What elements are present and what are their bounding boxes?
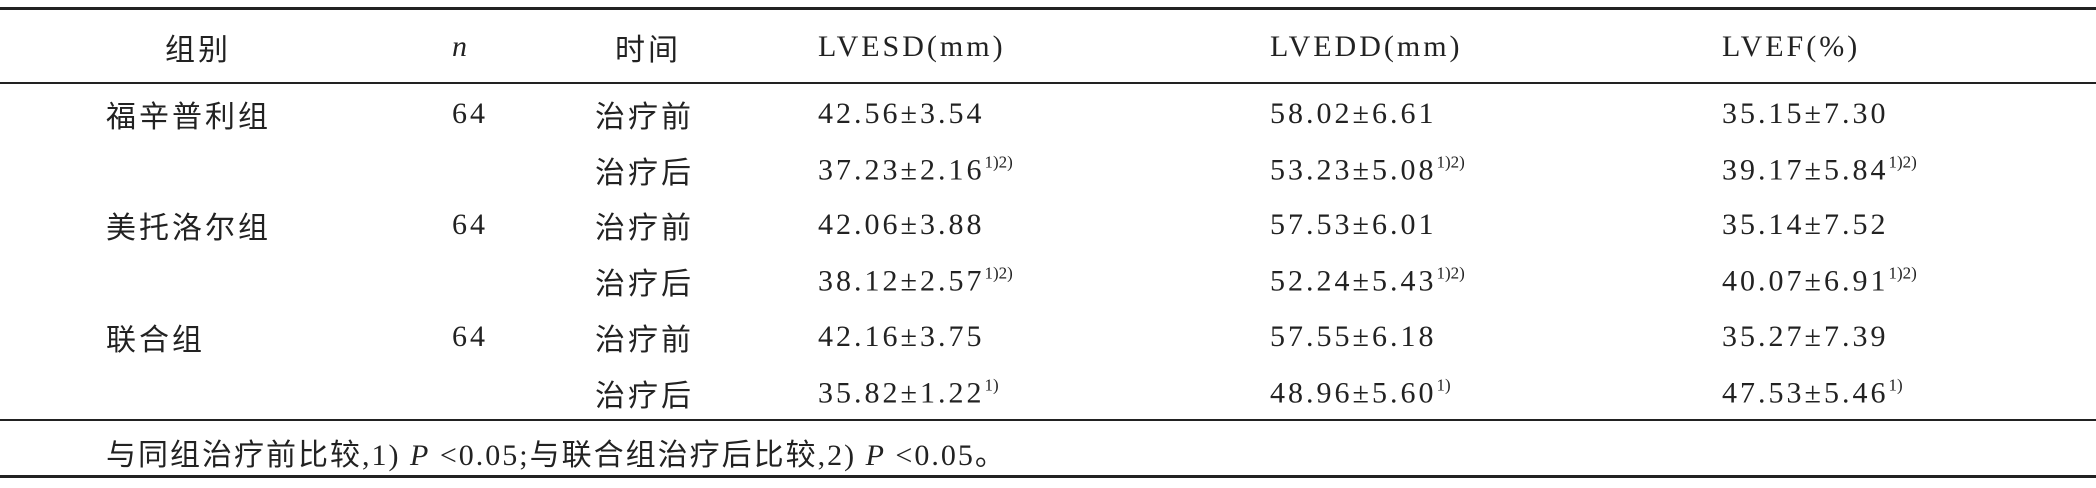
table-cell: 39.17±5.841)2) xyxy=(1722,153,1917,188)
cell-value: 38.12±2.57 xyxy=(818,264,985,298)
cell-value: 57.55±6.18 xyxy=(1270,320,1437,353)
cell-superscript: 1)2) xyxy=(1888,263,1917,283)
cell-value: 42.06±3.88 xyxy=(818,208,985,241)
cell-superscript: 1)2) xyxy=(984,152,1013,172)
table-cell: 42.06±3.88 xyxy=(818,208,984,242)
footnote: 与同组治疗前比较,1) P <0.05;与联合组治疗后比较,2) P <0.05… xyxy=(106,430,1007,474)
table-cell: 35.82±1.221) xyxy=(818,376,999,411)
column-header: 组别 xyxy=(165,34,231,67)
cell-value: 39.17±5.84 xyxy=(1722,153,1889,187)
table-cell: 57.53±6.01 xyxy=(1270,208,1436,242)
top-rule xyxy=(0,7,2096,10)
cell-value: 42.16±3.75 xyxy=(818,320,985,353)
table-cell: 治疗前 xyxy=(595,212,694,245)
cell-value: 35.27±7.39 xyxy=(1722,320,1889,353)
column-header: LVEF(%) xyxy=(1722,30,1861,63)
table-cell: 治疗后 xyxy=(595,268,694,301)
cell-value: 48.96±5.60 xyxy=(1270,376,1437,410)
table-cell: 48.96±5.601) xyxy=(1270,376,1451,411)
table-cell: 联合组 xyxy=(106,324,205,357)
column-header: LVEDD(mm) xyxy=(1270,30,1463,63)
footnote-part: P xyxy=(410,439,431,472)
table-cell: 57.55±6.18 xyxy=(1270,320,1436,354)
table-cell: 47.53±5.461) xyxy=(1722,376,1903,411)
table-cell: 64 xyxy=(452,320,488,353)
bottom-rule xyxy=(0,475,2096,478)
column-header: 时间 xyxy=(615,34,681,67)
header-rule xyxy=(0,82,2096,84)
cell-superscript: 1)2) xyxy=(984,263,1013,283)
footnote-part: P xyxy=(865,439,886,472)
cell-value: 40.07±6.91 xyxy=(1722,264,1889,298)
table-cell: 42.16±3.75 xyxy=(818,320,984,354)
cell-value: 35.15±7.30 xyxy=(1722,97,1889,130)
table-cell: 64 xyxy=(452,97,488,130)
table-cell: 治疗后 xyxy=(595,157,694,190)
cell-value: 35.82±1.22 xyxy=(818,376,985,410)
table-cell: 40.07±6.911)2) xyxy=(1722,264,1917,299)
cell-superscript: 1) xyxy=(1436,375,1451,395)
table-cell: 35.27±7.39 xyxy=(1722,320,1888,354)
footnote-part: <0.05;与联合组治疗后比较,2) xyxy=(430,439,866,472)
footnote-part: 与同组治疗前比较,1) xyxy=(106,439,410,472)
note-rule xyxy=(0,419,2096,421)
table-cell: 35.14±7.52 xyxy=(1722,208,1888,242)
cell-superscript: 1) xyxy=(1888,375,1903,395)
cell-value: 37.23±2.16 xyxy=(818,153,985,187)
cell-superscript: 1)2) xyxy=(1436,152,1465,172)
cell-superscript: 1)2) xyxy=(1888,152,1917,172)
footnote-part: <0.05。 xyxy=(885,439,1007,472)
column-header: LVESD(mm) xyxy=(818,30,1006,63)
cell-value: 42.56±3.54 xyxy=(818,97,985,130)
table-cell: 42.56±3.54 xyxy=(818,97,984,131)
table-cell: 64 xyxy=(452,208,488,241)
cell-value: 57.53±6.01 xyxy=(1270,208,1437,241)
cell-value: 52.24±5.43 xyxy=(1270,264,1437,298)
table-cell: 福辛普利组 xyxy=(106,101,271,134)
table-cell: 美托洛尔组 xyxy=(106,212,271,245)
table-cell: 58.02±6.61 xyxy=(1270,97,1436,131)
cell-value: 47.53±5.46 xyxy=(1722,376,1889,410)
cell-superscript: 1)2) xyxy=(1436,263,1465,283)
table-cell: 37.23±2.161)2) xyxy=(818,153,1013,188)
table-cell: 35.15±7.30 xyxy=(1722,97,1888,131)
cell-value: 53.23±5.08 xyxy=(1270,153,1437,187)
table-cell: 52.24±5.431)2) xyxy=(1270,264,1465,299)
table-cell: 53.23±5.081)2) xyxy=(1270,153,1465,188)
column-header: n xyxy=(452,30,470,63)
cell-value: 35.14±7.52 xyxy=(1722,208,1889,241)
cell-value: 58.02±6.61 xyxy=(1270,97,1437,130)
table-cell: 治疗前 xyxy=(595,101,694,134)
table-cell: 治疗前 xyxy=(595,324,694,357)
cell-superscript: 1) xyxy=(984,375,999,395)
table-cell: 治疗后 xyxy=(595,380,694,413)
table-cell: 38.12±2.571)2) xyxy=(818,264,1013,299)
